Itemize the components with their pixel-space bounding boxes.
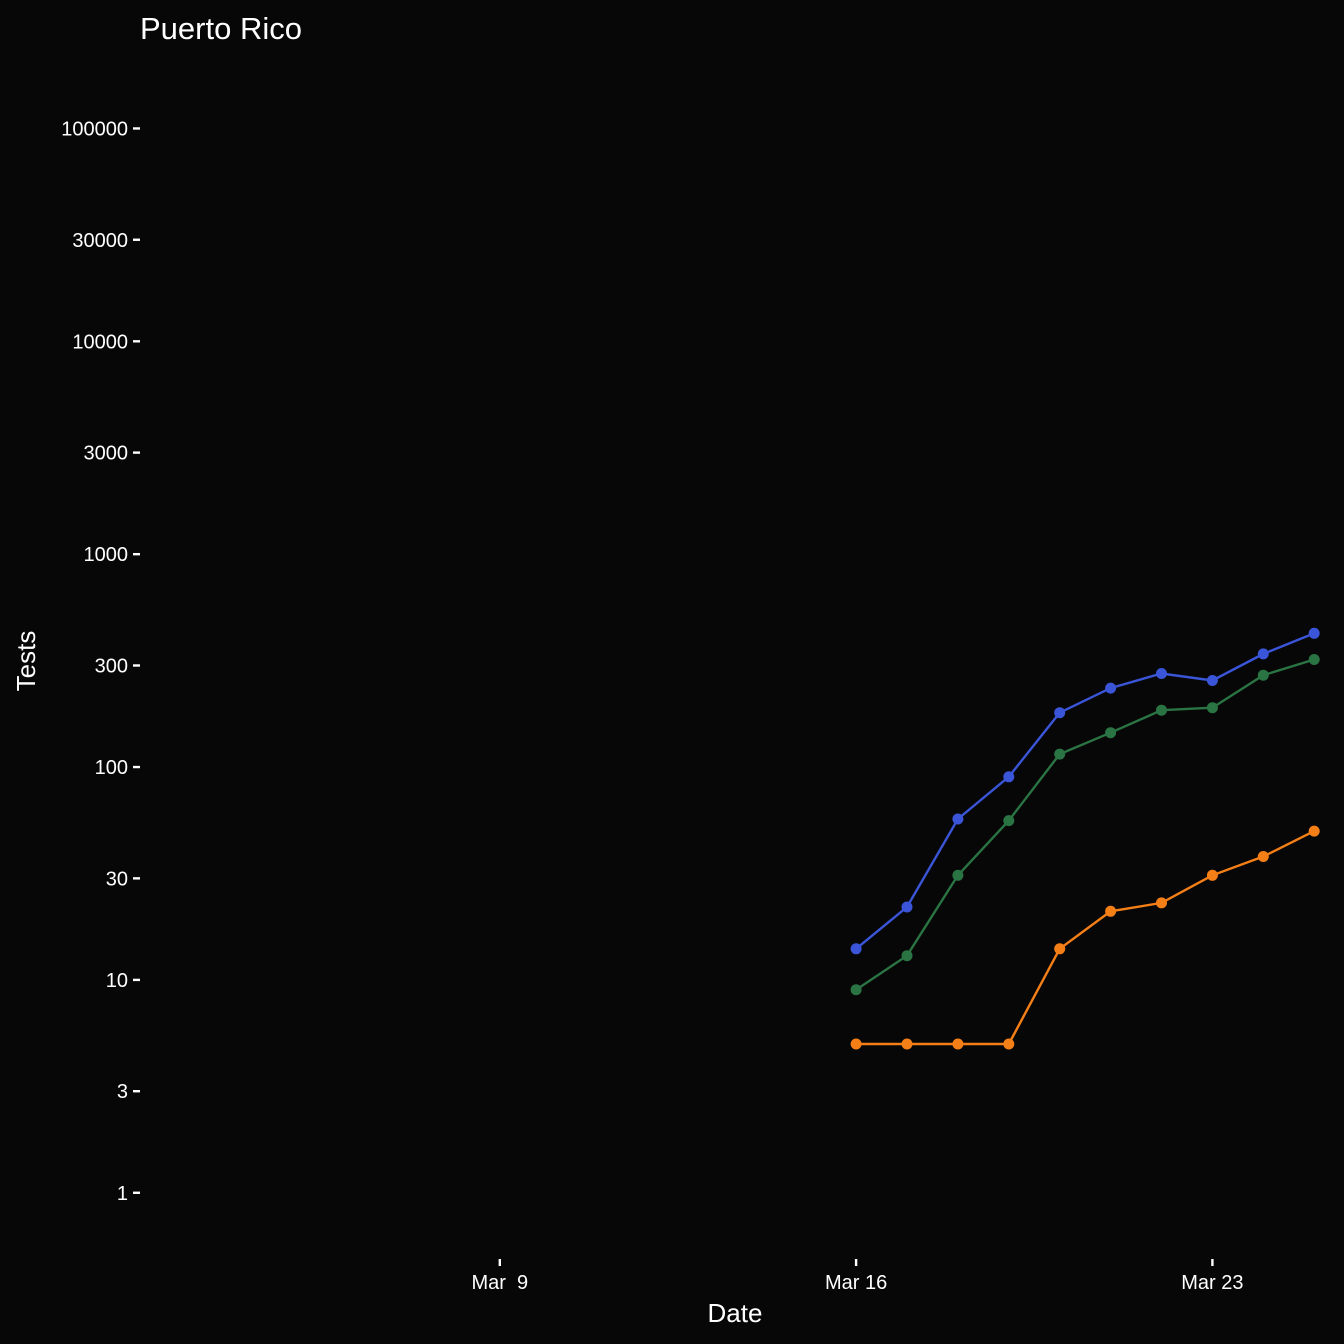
data-point (1003, 771, 1015, 783)
y-tick-label: 3000 (84, 443, 129, 465)
data-point (1105, 682, 1117, 694)
y-tick-label: 10000 (72, 331, 128, 353)
chart-title: Puerto Rico (140, 11, 302, 46)
data-point (952, 813, 964, 825)
data-point (1257, 669, 1269, 681)
data-point (1206, 702, 1218, 714)
data-point (1257, 648, 1269, 660)
x-axis-label: Date (708, 1298, 763, 1328)
data-point (1105, 905, 1117, 917)
data-point (1156, 704, 1167, 716)
plot-area (850, 627, 1320, 1050)
x-tick-label: Mar 9 (471, 1272, 528, 1294)
y-tick-label: 3 (117, 1081, 128, 1103)
data-point (850, 943, 862, 955)
y-tick-label: 30000 (72, 230, 128, 252)
y-tick-label: 100000 (61, 118, 128, 140)
y-tick-label: 30 (106, 868, 128, 890)
data-point (1308, 654, 1320, 665)
data-point (901, 901, 913, 913)
y-tick-label: 100 (95, 757, 128, 779)
x-tick-label: Mar 23 (1181, 1272, 1243, 1294)
x-axis: Mar 9 Mar 16 Mar 23 (471, 1259, 1244, 1294)
data-point (1206, 675, 1218, 686)
x-tick-label: Mar 16 (825, 1272, 887, 1294)
y-tick-label: 1 (117, 1183, 128, 1205)
data-point (952, 1038, 964, 1050)
data-point (1105, 727, 1117, 739)
data-point (1054, 707, 1066, 719)
data-point (952, 869, 964, 881)
y-axis-label: Tests (11, 631, 41, 692)
data-point (1003, 1038, 1015, 1050)
data-point (901, 950, 913, 962)
series-line-1 (855, 632, 1315, 950)
data-point (1206, 869, 1218, 881)
data-point (850, 984, 862, 996)
data-point (850, 1038, 862, 1050)
data-point (1054, 748, 1066, 760)
data-point (1308, 627, 1320, 639)
series-line-3 (856, 830, 1315, 1046)
series-line-2 (855, 658, 1315, 991)
data-point (1156, 668, 1167, 679)
data-point (1156, 897, 1167, 909)
data-point (1054, 943, 1066, 955)
y-tick-label: 1000 (84, 544, 129, 566)
data-point (1003, 815, 1015, 827)
y-tick-label: 10 (106, 970, 128, 992)
data-point (901, 1038, 913, 1050)
data-point (1308, 825, 1320, 837)
y-tick-label: 300 (95, 655, 128, 677)
y-axis: 1 3 10 30 100 300 1000 3000 10000 30000 100000 (61, 118, 140, 1205)
data-point (1257, 851, 1269, 862)
